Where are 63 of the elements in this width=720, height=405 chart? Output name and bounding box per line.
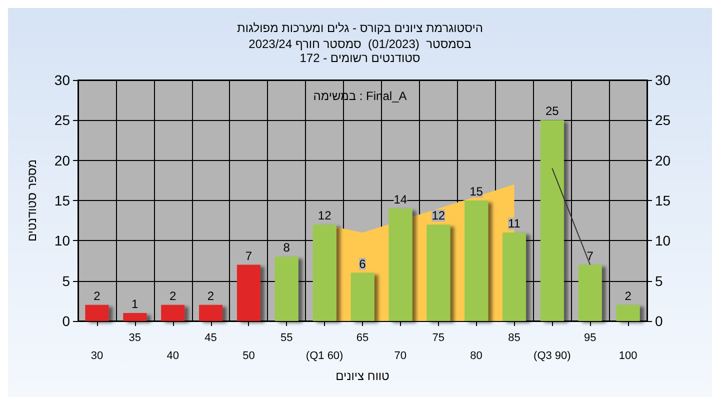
y-tick-label: 10 bbox=[54, 232, 70, 249]
data-label: 11 bbox=[508, 216, 521, 231]
data-label: 15 bbox=[470, 184, 484, 198]
y2-tick-label: 15 bbox=[655, 192, 671, 208]
x-tick-label: 55 bbox=[280, 332, 293, 344]
y2-tick-label: 25 bbox=[655, 112, 671, 128]
bar bbox=[85, 304, 109, 321]
data-label: 6 bbox=[359, 256, 366, 271]
y-tick-label: 30 bbox=[54, 72, 70, 88]
y-tick-label: 25 bbox=[54, 112, 70, 128]
x-tick-label: (Q3 90) bbox=[534, 350, 571, 362]
y2-tick-label: 20 bbox=[655, 152, 671, 168]
y2-tick-label: 0 bbox=[655, 313, 663, 329]
data-label: 2 bbox=[169, 288, 176, 303]
x-tick-label: 50 bbox=[242, 350, 255, 362]
data-label: 7 bbox=[586, 248, 594, 263]
bar bbox=[199, 304, 223, 321]
data-label: 8 bbox=[283, 240, 290, 255]
data-label: 12 bbox=[318, 208, 332, 223]
bar bbox=[578, 264, 602, 321]
y2-tick-label: 5 bbox=[655, 272, 663, 289]
bar bbox=[464, 200, 488, 321]
data-label: 7 bbox=[245, 248, 252, 263]
x-tick-label: 45 bbox=[204, 332, 217, 344]
bar bbox=[236, 264, 260, 321]
bar bbox=[502, 232, 526, 321]
bar bbox=[123, 312, 147, 321]
data-label: 25 bbox=[545, 104, 560, 118]
y-tick-label: 5 bbox=[62, 272, 70, 289]
x-tick-label: 100 bbox=[618, 350, 638, 362]
bar bbox=[540, 120, 564, 321]
bar bbox=[312, 224, 336, 321]
data-label: 14 bbox=[394, 192, 408, 207]
x-tick-label: 85 bbox=[508, 332, 520, 344]
y-tick-label: 0 bbox=[62, 313, 70, 329]
data-label: 1 bbox=[132, 296, 139, 311]
x-tick-label: 30 bbox=[90, 350, 104, 362]
y-tick-label: 15 bbox=[54, 192, 70, 208]
x-tick-label: 70 bbox=[394, 350, 407, 362]
bar bbox=[426, 224, 450, 321]
x-tick-label: 40 bbox=[166, 350, 179, 362]
x-tick-label: 95 bbox=[584, 332, 596, 344]
bar bbox=[350, 272, 374, 321]
x-tick-label: 75 bbox=[432, 332, 444, 344]
bar bbox=[388, 208, 412, 321]
bar bbox=[161, 304, 185, 321]
x-tick-label: 35 bbox=[128, 332, 142, 344]
data-label: 2 bbox=[624, 288, 632, 303]
y2-tick-label: 10 bbox=[655, 232, 671, 249]
x-tick-label: 65 bbox=[356, 332, 369, 344]
chart-title: היסטוגרמת ציונים בקורס - גלים ומערכות מפולגות bbox=[237, 21, 483, 35]
y-tick-label: 20 bbox=[54, 152, 70, 168]
data-label: 2 bbox=[207, 288, 214, 303]
bar bbox=[274, 256, 298, 321]
bar bbox=[616, 304, 640, 321]
data-label: 2 bbox=[94, 288, 101, 303]
y2-tick-label: 30 bbox=[655, 72, 671, 88]
x-tick-label: 80 bbox=[470, 350, 482, 362]
y-axis-title: מספר סטודנטים bbox=[25, 159, 39, 242]
x-axis-title: טווח ציונים bbox=[336, 368, 390, 383]
data-label: 12 bbox=[432, 208, 446, 223]
x-tick-label: (Q1 60) bbox=[306, 350, 344, 362]
chart-subtitle: בסמסטר (01/2023) סמסטר חורף 2023/24 סטודנטים רשומים - 172 bbox=[248, 37, 472, 65]
